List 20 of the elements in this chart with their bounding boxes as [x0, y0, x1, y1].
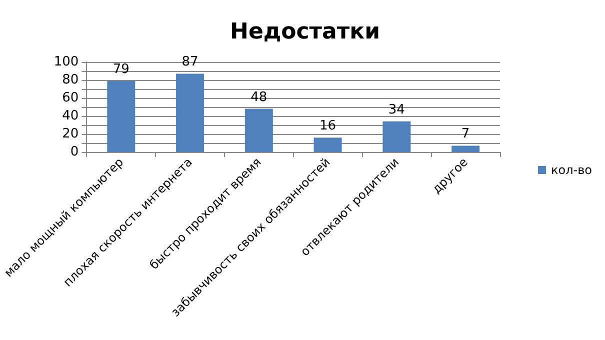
y-tick-label: 0 — [70, 144, 79, 160]
y-tick-label: 20 — [62, 126, 79, 142]
bar — [176, 74, 204, 152]
data-label: 7 — [461, 126, 470, 142]
y-tick-label: 60 — [62, 90, 79, 106]
data-label: 87 — [182, 54, 198, 70]
chart-title: Недостатки — [230, 20, 380, 44]
y-tick-label: 40 — [62, 108, 79, 124]
data-label: 34 — [388, 102, 405, 118]
bar — [244, 108, 273, 152]
legend-label: кол-во — [550, 163, 592, 177]
data-label: 48 — [250, 90, 268, 105]
y-tick-label: 80 — [62, 72, 79, 88]
bar — [107, 80, 136, 152]
bar — [314, 138, 342, 152]
bar — [382, 121, 411, 152]
data-label: 16 — [320, 118, 336, 134]
data-label: 79 — [112, 62, 130, 77]
bar — [452, 146, 480, 152]
y-tick-label: 100 — [54, 54, 79, 70]
